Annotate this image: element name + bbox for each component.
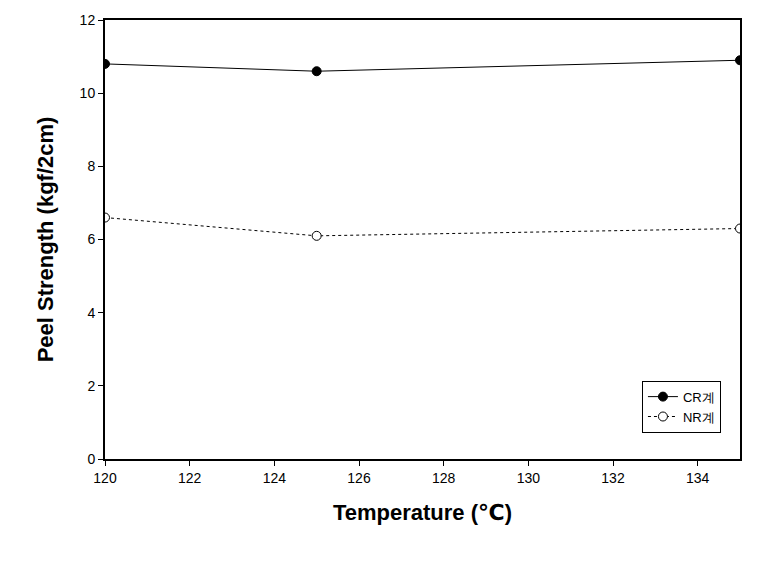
- svg-text:124: 124: [263, 470, 287, 486]
- svg-text:8: 8: [87, 158, 95, 174]
- svg-text:132: 132: [601, 470, 625, 486]
- svg-text:Peel Strength (kgf/2cm): Peel Strength (kgf/2cm): [33, 117, 58, 363]
- svg-text:122: 122: [178, 470, 202, 486]
- svg-text:12: 12: [80, 12, 96, 28]
- svg-text:4: 4: [87, 305, 95, 321]
- svg-text:CR계: CR계: [683, 390, 715, 405]
- svg-text:120: 120: [93, 470, 117, 486]
- svg-text:2: 2: [87, 378, 95, 394]
- svg-text:128: 128: [432, 470, 456, 486]
- svg-text:126: 126: [347, 470, 371, 486]
- svg-text:10: 10: [80, 85, 96, 101]
- svg-text:130: 130: [517, 470, 541, 486]
- svg-text:NR계: NR계: [683, 410, 715, 425]
- svg-text:Temperature (℃): Temperature (℃): [333, 500, 512, 525]
- svg-text:6: 6: [87, 231, 95, 247]
- svg-text:134: 134: [686, 470, 710, 486]
- svg-text:0: 0: [87, 451, 95, 467]
